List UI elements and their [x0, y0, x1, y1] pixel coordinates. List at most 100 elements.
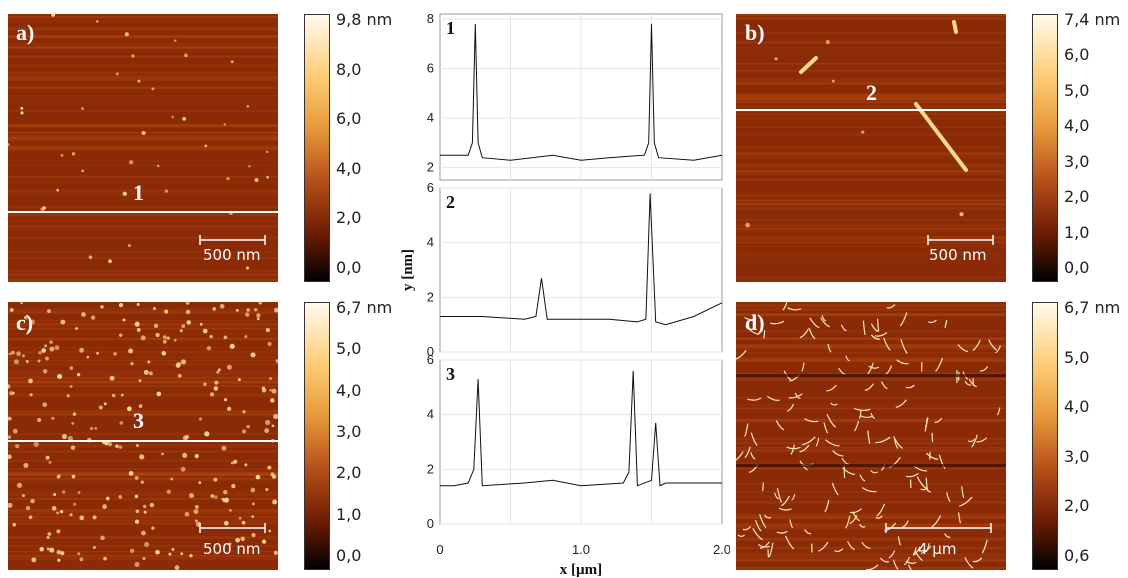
afm-feature — [206, 346, 212, 351]
y-tick-label: 4 — [427, 407, 434, 422]
afm-feature — [59, 509, 64, 514]
afm-feature — [31, 557, 37, 563]
afm-fiber — [862, 320, 866, 336]
afm-feature — [16, 351, 21, 357]
afm-feature — [214, 495, 218, 499]
afm-feature — [193, 509, 199, 515]
afm-feature — [86, 355, 90, 359]
afm-fiber — [900, 339, 908, 354]
afm-feature — [151, 87, 155, 91]
afm-fiber — [775, 420, 785, 431]
afm-feature — [111, 393, 116, 398]
afm-feature — [122, 318, 126, 322]
afm-fiber — [801, 436, 816, 446]
afm-feature — [219, 303, 225, 309]
afm-feature — [142, 504, 147, 509]
afm-feature — [139, 454, 145, 460]
afm-fiber — [768, 542, 774, 558]
afm-feature — [79, 515, 85, 521]
afm-feature — [118, 303, 124, 308]
afm-feature — [265, 419, 271, 426]
afm-fiber — [750, 432, 758, 446]
colorbar-tick: 2,0 — [336, 208, 362, 228]
afm-feature — [185, 302, 190, 305]
scalebar-label-b: 500 nm — [929, 246, 987, 264]
afm-fiber — [909, 479, 912, 489]
afm-feature — [25, 505, 31, 511]
afm-feature — [56, 549, 62, 555]
colorbar-tick: 0,0 — [1064, 258, 1090, 277]
afm-fiber — [944, 319, 948, 329]
afm-feature — [15, 443, 20, 449]
afm-fiber — [767, 395, 780, 401]
afm-fiber — [752, 528, 763, 541]
afm-fiber — [899, 312, 908, 327]
afm-feature — [255, 474, 261, 480]
afm-fiber — [875, 436, 891, 444]
colorbar-tick: 2,0 — [336, 463, 362, 483]
afm-feature — [204, 431, 210, 437]
afm-feature — [12, 523, 16, 527]
afm-feature — [168, 552, 172, 556]
afm-feature — [71, 152, 76, 156]
afm-feature — [242, 410, 246, 414]
afm-feature — [105, 496, 110, 501]
afm-fiber — [895, 399, 907, 408]
afm-feature — [222, 498, 227, 503]
colorbar-tick: 1,0 — [1064, 222, 1090, 242]
afm-fiber — [883, 337, 891, 351]
afm-feature — [103, 402, 107, 406]
afm-feature — [28, 515, 33, 520]
y-tick-label: 6 — [427, 61, 434, 76]
afm-fiber — [742, 525, 752, 531]
afm-fiber — [905, 560, 917, 564]
afm-feature — [71, 421, 75, 425]
afm-feature — [8, 352, 12, 356]
colorbar-tick: 0,6 — [1064, 546, 1090, 565]
afm-feature — [49, 340, 53, 344]
afm-feature — [269, 388, 272, 392]
afm-feature — [57, 558, 61, 562]
afm-feature — [155, 332, 160, 338]
afm-fiber — [789, 519, 794, 529]
afm-feature — [8, 384, 11, 389]
afm-fiber — [880, 557, 890, 563]
afm-feature — [134, 475, 139, 480]
afm-feature — [254, 178, 259, 182]
afm-feature — [161, 452, 164, 456]
afm-feature — [60, 154, 64, 157]
afm-feature — [143, 510, 147, 514]
afm-fiber — [799, 56, 818, 74]
afm-fiber — [744, 423, 749, 437]
afm-feature — [79, 347, 85, 353]
afm-feature — [129, 160, 134, 165]
afm-feature — [27, 329, 31, 333]
afm-feature — [202, 328, 208, 334]
afm-fiber — [886, 303, 896, 309]
afm-feature — [258, 302, 263, 305]
afm-feature — [230, 461, 234, 465]
afm-feature — [224, 520, 229, 526]
afm-feature — [45, 356, 49, 361]
y-axis-label: y [nm] — [400, 249, 416, 291]
colorbar-b — [1032, 14, 1058, 282]
afm-feature — [831, 79, 835, 83]
colorbar-tick: 3,0 — [336, 422, 362, 441]
afm-feature — [251, 533, 256, 538]
afm-feature — [140, 480, 144, 484]
colorbar-tick: 8,0 — [336, 59, 362, 79]
afm-feature — [73, 502, 77, 506]
afm-fiber — [860, 415, 874, 419]
colorbar-tick: 1,0 — [336, 504, 362, 524]
afm-feature — [76, 373, 81, 377]
afm-feature — [177, 373, 182, 378]
afm-fiber — [914, 549, 924, 562]
afm-fiber — [770, 320, 785, 325]
afm-feature — [137, 79, 141, 83]
afm-feature — [8, 416, 12, 421]
afm-feature — [199, 322, 203, 326]
afm-fiber — [866, 564, 879, 570]
afm-fiber — [928, 451, 931, 460]
afm-feature — [79, 557, 84, 562]
afm-feature — [109, 375, 115, 381]
